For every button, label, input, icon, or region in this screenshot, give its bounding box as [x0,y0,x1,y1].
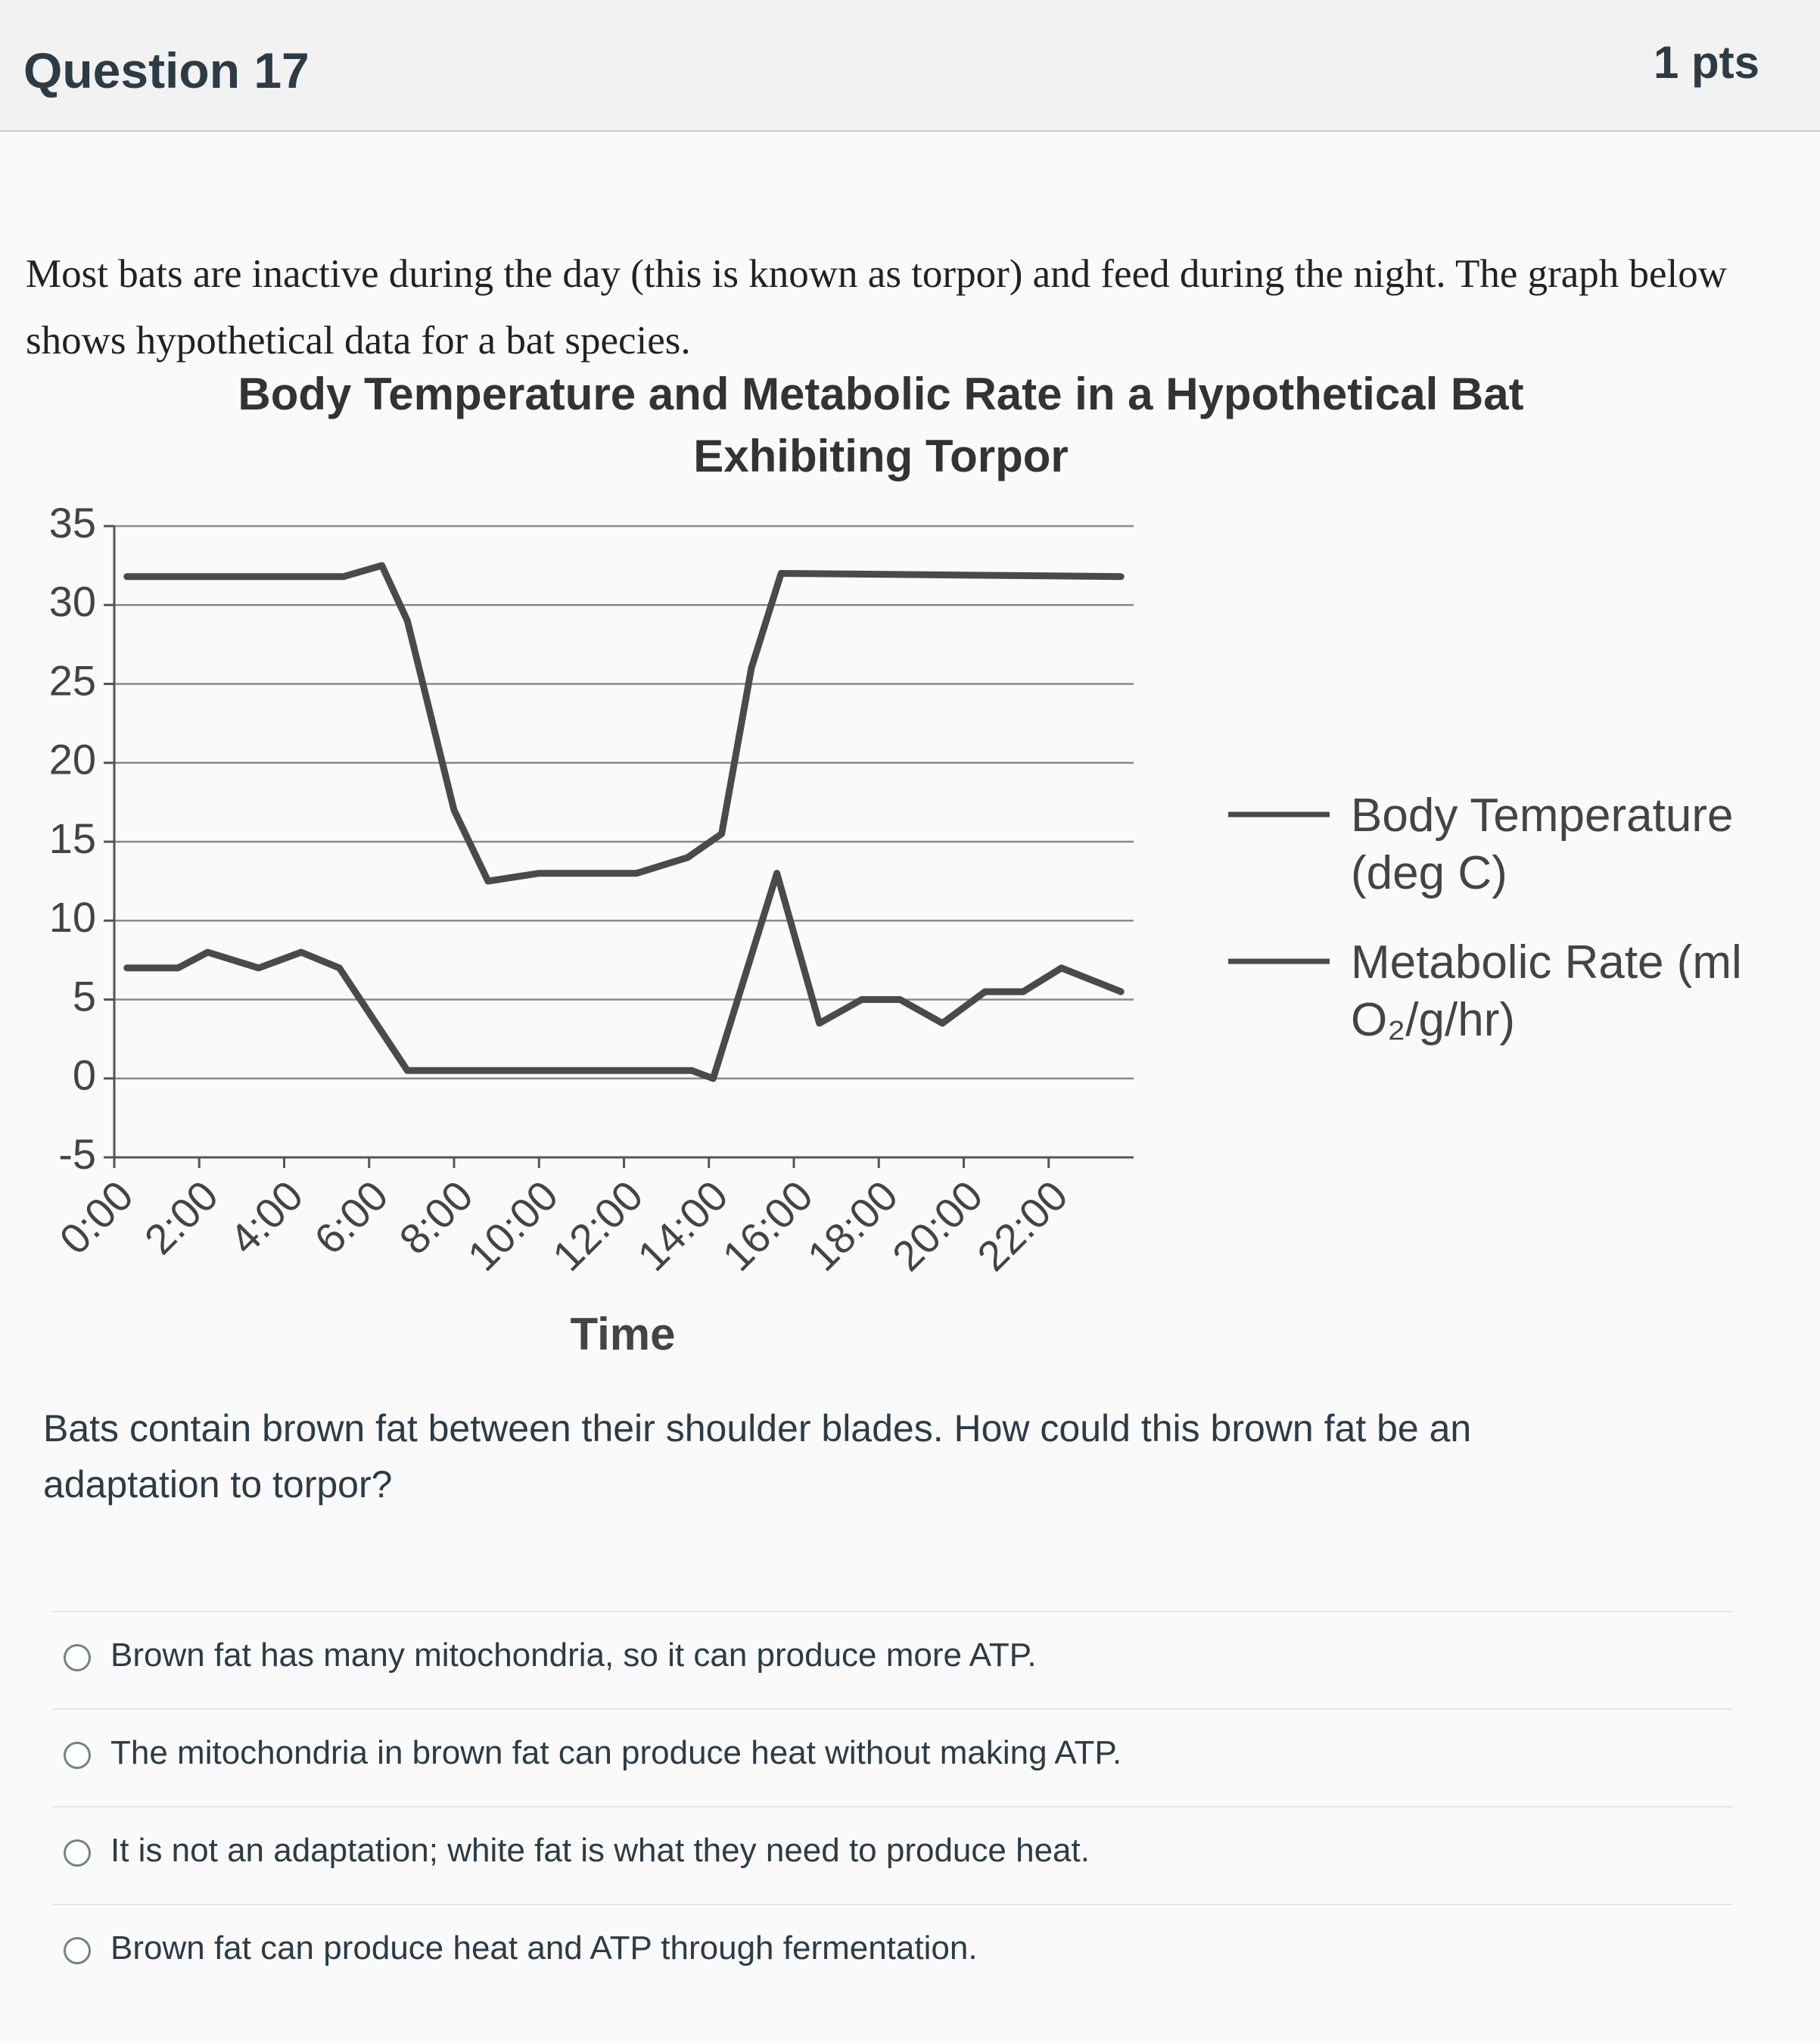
y-tick-label: -5 [58,1130,96,1178]
option-label[interactable]: The mitochondria in brown fat can produc… [110,1734,1122,1771]
answer-option[interactable]: Brown fat has many mitochondria, so it c… [53,1611,1733,1703]
radio-button[interactable] [64,1742,91,1769]
y-tick-label: 5 [73,972,96,1020]
x-tick-label: 2:00 [135,1171,228,1263]
data-line [123,562,1125,885]
x-tick-label: 16:00 [713,1171,822,1280]
y-tick-label: 35 [49,499,96,547]
x-tick-label: 10:00 [459,1171,568,1280]
x-tick-label: 12:00 [543,1171,652,1280]
x-tick-label: 6:00 [305,1171,397,1263]
x-tick-label: 22:00 [968,1171,1077,1280]
x-tick-label: 20:00 [883,1171,992,1280]
option-label[interactable]: Brown fat can produce heat and ATP throu… [110,1929,978,1967]
question-title: Question 17 [23,42,310,98]
radio-button[interactable] [64,1839,91,1867]
chart-title: Body Temperature and Metabolic Rate in a… [238,369,1524,481]
radio-button[interactable] [64,1937,91,1964]
y-tick-label: 30 [49,578,96,625]
y-tick-label: 0 [73,1051,96,1099]
x-tick-label: 14:00 [628,1171,737,1280]
y-tick-label: 25 [49,656,96,704]
answer-option[interactable]: It is not an adaptation; white fat is wh… [53,1806,1733,1898]
answer-option[interactable]: The mitochondria in brown fat can produc… [53,1708,1733,1801]
data-line [123,870,1125,1082]
intro-text: Most bats are inactive during the day (t… [26,252,1728,363]
x-tick-label: 18:00 [798,1171,907,1280]
question-text: Bats contain brown fat between their sho… [43,1407,1472,1506]
radio-button[interactable] [64,1644,91,1671]
option-label[interactable]: It is not an adaptation; white fat is wh… [110,1832,1090,1869]
question-header [0,0,1820,132]
x-tick-label: 0:00 [50,1171,142,1263]
x-axis-label: Time [571,1309,676,1359]
y-tick-label: 15 [49,814,96,862]
legend-label: Metabolic Rate (ml O₂/g/hr) [1351,936,1742,1046]
option-label[interactable]: Brown fat has many mitochondria, so it c… [110,1637,1037,1674]
chart: -5051015202530350:002:004:006:008:0010:0… [49,499,1330,1359]
y-tick-label: 20 [49,736,96,783]
y-tick-label: 10 [49,893,96,941]
answer-option[interactable]: Brown fat can produce heat and ATP throu… [53,1904,1733,1996]
x-tick-label: 4:00 [220,1171,313,1263]
question-points: 1 pts [1653,37,1759,88]
legend-label: Body Temperature (deg C) [1351,789,1734,899]
